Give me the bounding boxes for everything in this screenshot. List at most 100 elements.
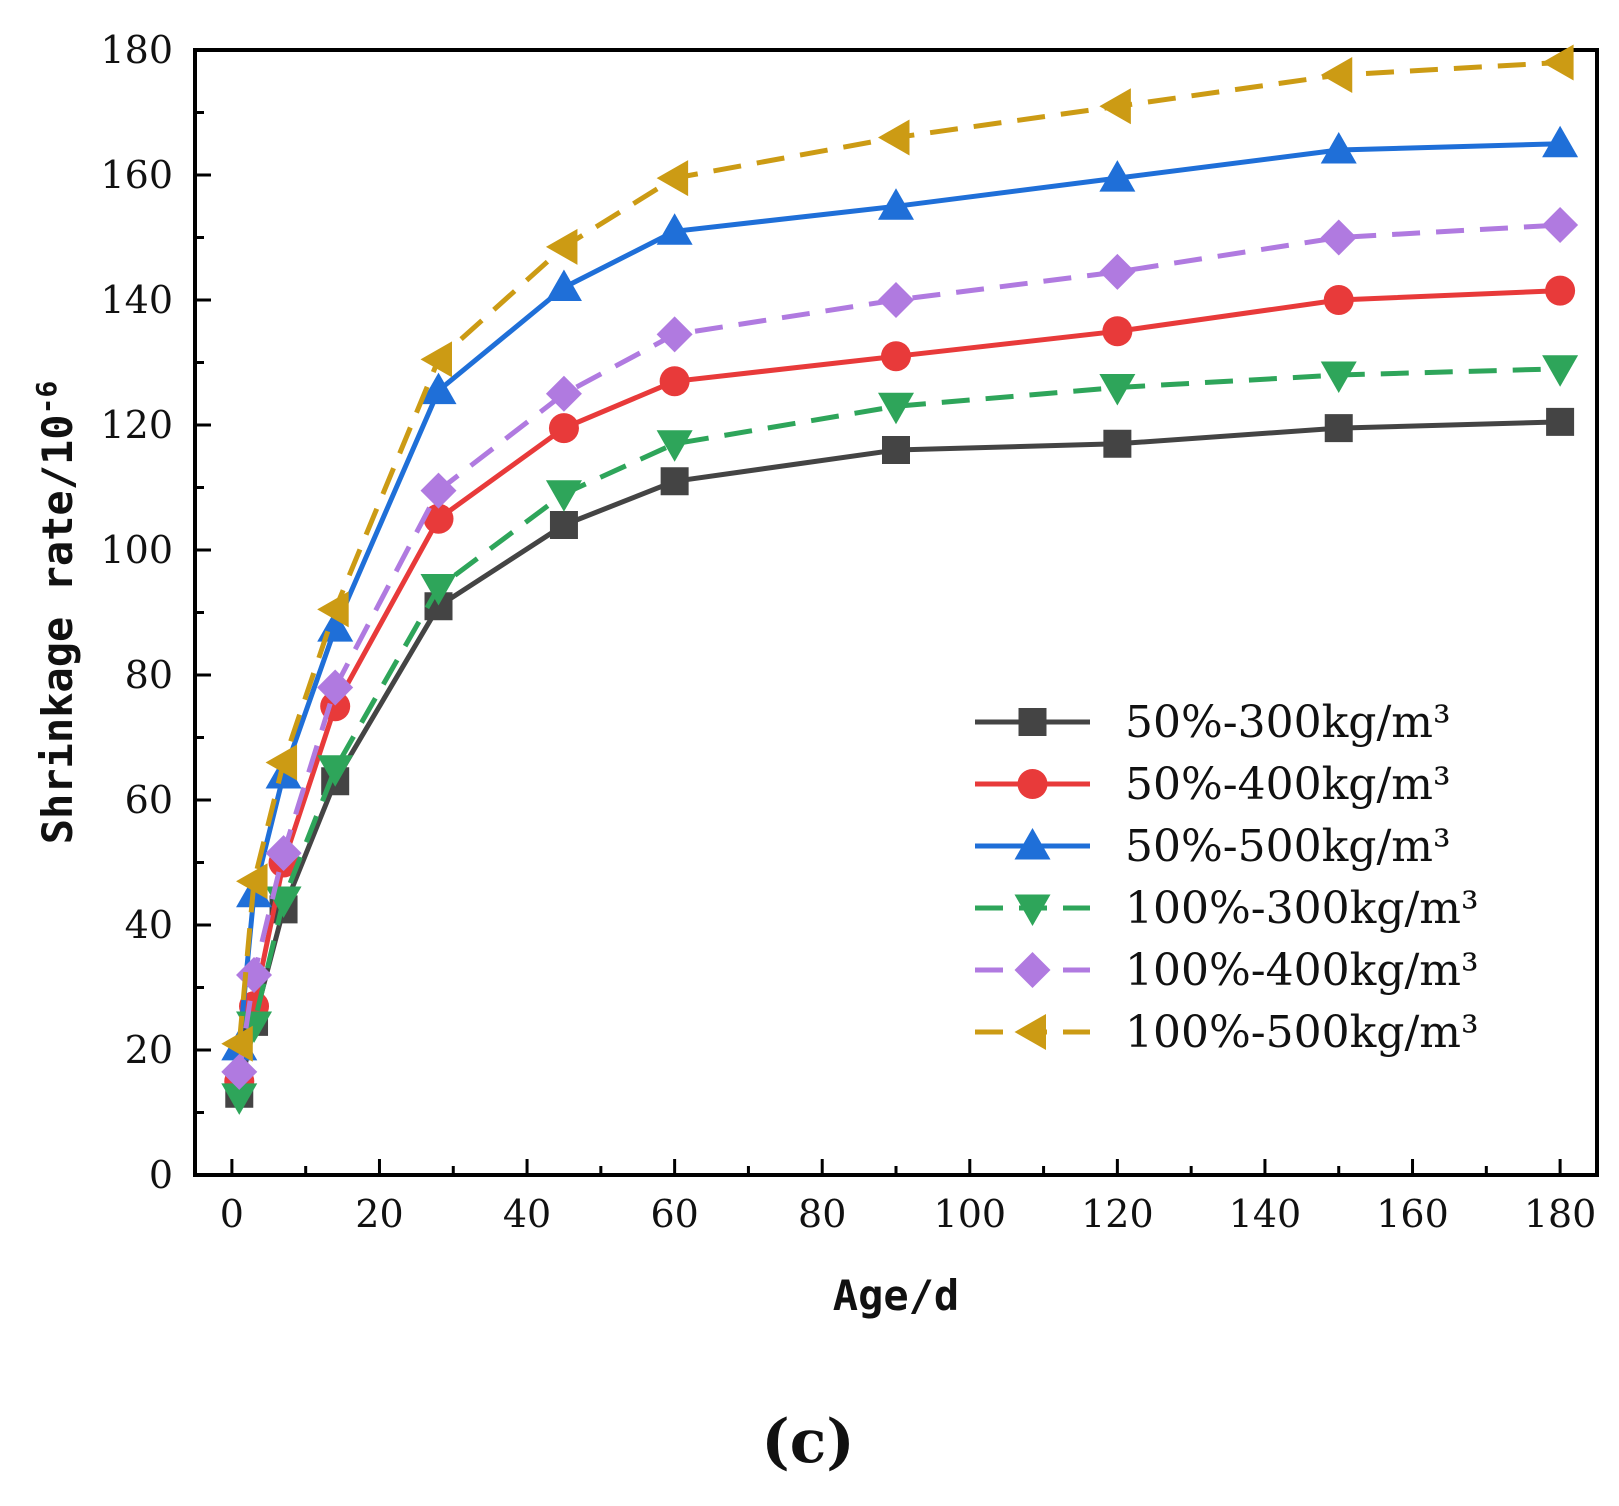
series-4 — [221, 355, 1579, 1115]
legend-item: 50%-300kg/m³ — [975, 697, 1451, 748]
data-point — [265, 744, 298, 781]
y-tick-label: 60 — [125, 778, 173, 822]
y-tick-label: 40 — [125, 903, 173, 947]
legend-swatch-marker — [1018, 708, 1047, 736]
data-point — [545, 375, 582, 412]
y-tick-label: 80 — [125, 653, 173, 697]
y-axis-title-main: Shrinkage rate/10 — [33, 414, 82, 844]
data-point — [656, 316, 693, 353]
data-point — [878, 282, 914, 318]
y-tick-label: 180 — [100, 28, 173, 72]
data-point — [656, 160, 689, 197]
legend-item: 100%-300kg/m³ — [975, 883, 1479, 934]
data-point — [1102, 316, 1133, 347]
axes: 0 20 40 60 80 100 120 140 160 180 0 20 40 60 80 100 120 1… — [100, 28, 1599, 1236]
x-tick-label: 20 — [355, 1192, 403, 1236]
legend-swatch-marker — [1017, 769, 1048, 799]
legend-swatch-marker — [1014, 828, 1051, 860]
y-tick-label: 20 — [125, 1028, 173, 1072]
legend-item: 100%-400kg/m³ — [975, 945, 1479, 996]
data-point — [420, 472, 457, 509]
data-point — [1320, 132, 1357, 164]
data-point — [420, 341, 453, 378]
y-tick-label: 0 — [149, 1153, 173, 1197]
data-point — [878, 392, 914, 425]
data-point — [1103, 429, 1132, 458]
x-tick-label: 60 — [650, 1192, 698, 1236]
data-point — [317, 669, 354, 706]
panel-label: (c) — [761, 1407, 854, 1477]
data-point — [1546, 407, 1575, 436]
legend-swatch-marker — [1014, 952, 1051, 988]
data-point — [549, 511, 578, 539]
data-point — [265, 835, 302, 872]
legend-label: 50%-400kg/m³ — [1125, 759, 1451, 810]
data-point — [1320, 219, 1357, 256]
data-point — [1099, 374, 1136, 406]
data-point — [1323, 285, 1354, 315]
legend-label: 50%-500kg/m³ — [1125, 821, 1451, 872]
data-point — [545, 480, 582, 512]
y-tick-label: 140 — [100, 278, 173, 322]
legend: 50%-300kg/m³ 50%-400kg/m³ 50%-500kg/m³ 100%… — [975, 697, 1479, 1058]
series-layer — [221, 44, 1579, 1115]
data-point — [317, 591, 349, 628]
data-point — [878, 119, 910, 156]
data-point — [1542, 207, 1579, 243]
legend-label: 50%-300kg/m³ — [1125, 697, 1451, 748]
x-tick-label: 40 — [503, 1192, 551, 1236]
data-point — [221, 1025, 253, 1062]
y-axis-title-exponent: -6 — [30, 381, 63, 415]
x-tick-label: 160 — [1376, 1192, 1449, 1236]
x-tick-label: 140 — [1229, 1192, 1302, 1236]
data-point — [1542, 125, 1579, 158]
data-point — [656, 213, 693, 245]
data-point — [1324, 414, 1353, 443]
y-axis-title: Shrinkage rate/10-6 — [30, 381, 83, 845]
data-point — [882, 436, 910, 464]
data-point — [1099, 88, 1131, 125]
x-axis-title: Age/d — [833, 1271, 959, 1320]
y-tick-label: 160 — [100, 153, 173, 197]
data-point — [1545, 275, 1576, 306]
x-tick-label: 120 — [1081, 1192, 1154, 1236]
data-point — [1542, 44, 1574, 81]
data-point — [548, 413, 579, 444]
x-tick-label: 80 — [798, 1192, 846, 1236]
data-point — [659, 366, 690, 397]
data-point — [1542, 355, 1579, 387]
series-5 — [221, 207, 1579, 1090]
data-point — [236, 863, 268, 900]
legend-label: 100%-300kg/m³ — [1125, 883, 1479, 934]
y-tick-label: 120 — [100, 403, 173, 447]
legend-swatch-marker — [1014, 894, 1051, 926]
data-point — [545, 269, 582, 301]
y-tick-label: 100 — [100, 528, 173, 572]
legend-item: 50%-500kg/m³ — [975, 821, 1451, 872]
legend-item: 50%-400kg/m³ — [975, 759, 1451, 810]
data-point — [656, 430, 693, 462]
data-point — [660, 467, 689, 496]
data-point — [221, 1083, 258, 1115]
legend-swatch-marker — [1014, 1014, 1046, 1050]
data-point — [1320, 361, 1357, 393]
data-point — [545, 228, 578, 265]
data-point — [881, 341, 911, 372]
data-point — [1099, 160, 1136, 192]
data-point — [878, 188, 914, 220]
data-point — [221, 1053, 258, 1090]
series-line — [236, 222, 1561, 1073]
data-point — [420, 372, 457, 405]
data-point — [420, 574, 457, 606]
legend-label: 100%-500kg/m³ — [1125, 1007, 1479, 1058]
data-point — [1099, 253, 1136, 290]
x-tick-label: 180 — [1524, 1192, 1597, 1236]
data-point — [317, 755, 354, 787]
legend-label: 100%-400kg/m³ — [1125, 945, 1479, 996]
x-tick-label: 100 — [934, 1192, 1007, 1236]
data-point — [1320, 57, 1353, 93]
legend-item: 100%-500kg/m³ — [975, 1007, 1479, 1058]
data-point — [423, 503, 454, 534]
series-6 — [221, 44, 1574, 1062]
